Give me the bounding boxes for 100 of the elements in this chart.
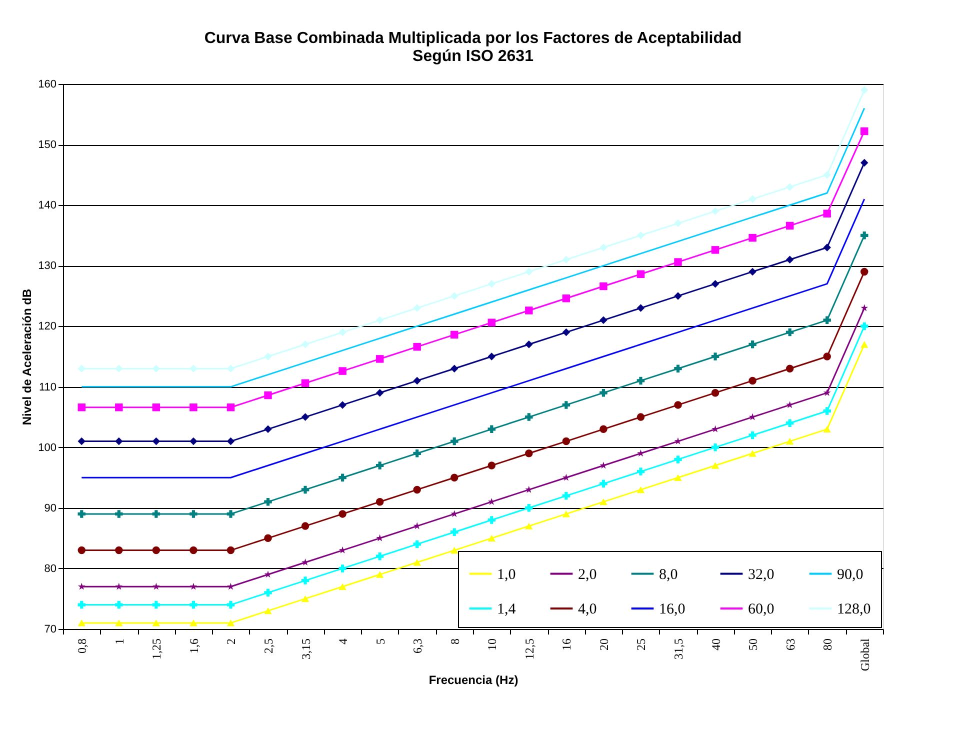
point xyxy=(860,341,868,348)
point xyxy=(78,510,86,518)
x-tick-label: 16 xyxy=(560,638,574,650)
point xyxy=(600,480,608,488)
x-axis-title: Frecuencia (Hz) xyxy=(428,673,518,688)
point xyxy=(711,443,720,452)
point xyxy=(525,522,533,530)
point xyxy=(301,522,310,530)
point xyxy=(115,620,123,626)
y-tick-label: 150 xyxy=(38,139,56,152)
point xyxy=(376,462,384,470)
x-tick-label: 6,3 xyxy=(410,638,425,654)
x-tick-label: 1,6 xyxy=(186,638,201,654)
legend-label: 1,4 xyxy=(497,602,516,618)
point xyxy=(674,258,682,266)
point xyxy=(376,498,384,506)
x-tick-label: 20 xyxy=(596,638,611,650)
point xyxy=(525,268,533,276)
line-series xyxy=(80,198,866,478)
y-tick-label: 120 xyxy=(38,320,56,333)
point xyxy=(78,546,86,554)
point xyxy=(338,474,346,482)
point xyxy=(413,450,421,458)
point xyxy=(786,419,794,427)
point xyxy=(413,304,421,312)
point xyxy=(115,582,123,590)
y-axis-title: Nivel de Aceleración dB xyxy=(20,288,34,426)
point xyxy=(78,364,86,372)
point xyxy=(301,595,310,602)
point xyxy=(562,510,570,518)
legend-label: 8,0 xyxy=(659,566,678,583)
point xyxy=(711,246,720,254)
point xyxy=(488,462,496,470)
point xyxy=(636,468,645,476)
y-tick-label: 110 xyxy=(38,381,56,394)
x-tick-label: 10 xyxy=(485,638,500,650)
point xyxy=(190,510,198,518)
point xyxy=(823,210,831,218)
point xyxy=(115,546,123,554)
point xyxy=(450,330,458,339)
x-tick-label: 2 xyxy=(224,638,238,644)
point xyxy=(78,437,86,446)
legend-label: 90,0 xyxy=(837,566,864,583)
legend-label: 32,0 xyxy=(748,566,774,583)
x-tick-label: 1 xyxy=(112,638,126,644)
point xyxy=(525,450,533,458)
point xyxy=(376,571,384,578)
point xyxy=(264,588,272,597)
point xyxy=(636,376,645,385)
point xyxy=(190,600,198,609)
point xyxy=(264,607,272,614)
point xyxy=(636,232,645,240)
point xyxy=(600,282,608,290)
point xyxy=(636,413,645,421)
point xyxy=(674,219,682,228)
point xyxy=(376,552,384,560)
legend-label: 60,0 xyxy=(748,602,774,618)
point xyxy=(450,474,458,482)
point xyxy=(786,222,794,230)
point xyxy=(190,437,198,446)
chart-title: Curva Base Combinada Multiplicada por los Factores de Aceptabilidad Según ISO 2631 xyxy=(204,30,742,65)
y-tick-label: 130 xyxy=(38,260,56,272)
point xyxy=(748,431,756,440)
x-tick-label: 12,5 xyxy=(522,638,536,660)
point xyxy=(152,620,160,626)
point xyxy=(301,486,310,494)
point xyxy=(823,388,831,396)
point xyxy=(301,413,310,421)
point xyxy=(226,600,235,609)
point xyxy=(748,234,756,242)
x-tick-label: 63 xyxy=(783,638,798,650)
x-tick-label: 31,5 xyxy=(672,638,686,660)
point xyxy=(823,170,831,179)
point xyxy=(190,364,198,372)
point xyxy=(413,342,421,351)
point xyxy=(637,450,644,457)
point xyxy=(488,425,496,434)
x-tick-label: 0,8 xyxy=(75,638,90,654)
point xyxy=(562,401,570,409)
y-tick-label: 70 xyxy=(44,624,56,636)
x-tick-label: 4 xyxy=(336,638,350,644)
point xyxy=(674,292,682,300)
point xyxy=(226,620,235,626)
point xyxy=(338,510,346,518)
point xyxy=(152,546,160,554)
point xyxy=(376,355,384,363)
point xyxy=(450,292,458,300)
point xyxy=(152,437,160,446)
point xyxy=(450,364,458,372)
point xyxy=(450,546,458,554)
point xyxy=(674,456,682,464)
x-tick-label: 40 xyxy=(708,638,723,650)
legend-label: 1,0 xyxy=(497,566,516,583)
point xyxy=(115,364,123,372)
point xyxy=(636,486,645,494)
point xyxy=(525,413,533,421)
point xyxy=(301,576,310,584)
point xyxy=(748,450,756,457)
point xyxy=(450,437,458,446)
point xyxy=(376,534,384,542)
